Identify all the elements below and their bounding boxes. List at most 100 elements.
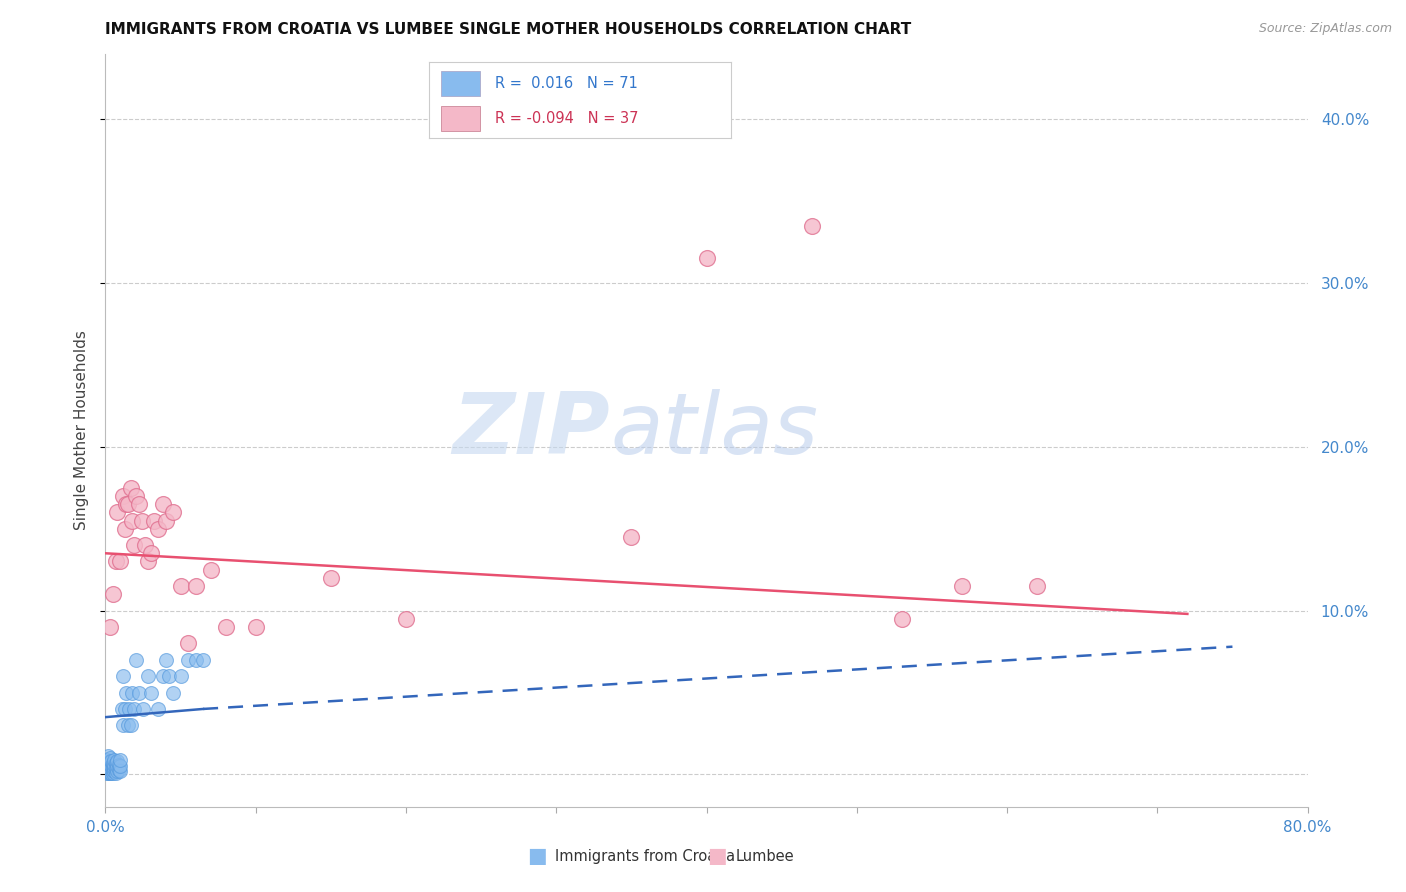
Point [157,669,180,683]
Point [110,554,132,568]
Point [97,759,120,773]
Point [800,219,823,233]
Point [191,653,214,667]
Point [120,718,142,732]
Point [101,759,124,773]
Point [245,620,267,634]
Text: Source: ZipAtlas.com: Source: ZipAtlas.com [1258,22,1392,36]
Text: R =  0.016   N = 71: R = 0.016 N = 71 [495,76,638,91]
Point [97,764,120,779]
Point [122,702,145,716]
Point [114,522,136,536]
Point [98,620,121,634]
FancyBboxPatch shape [441,105,481,130]
Point [112,489,135,503]
Point [107,764,129,779]
Point [96,764,118,779]
Point [890,612,912,626]
Point [100,755,122,769]
Point [96,759,118,773]
Point [121,685,143,699]
Text: Immigrants from Croatia: Immigrants from Croatia [555,849,735,863]
Point [98,757,121,772]
Point [169,669,191,683]
Point [97,749,120,764]
Point [131,514,153,528]
FancyBboxPatch shape [441,70,481,95]
Point [104,554,127,568]
Point [696,252,718,266]
Point [96,761,118,775]
Text: ■: ■ [707,847,727,866]
Point [620,530,643,544]
Point [103,757,125,772]
Text: R = -0.094   N = 37: R = -0.094 N = 37 [495,111,638,126]
Point [107,505,129,519]
Point [97,756,120,770]
Point [97,765,120,780]
Point [155,653,177,667]
Point [98,765,121,780]
Point [139,546,162,560]
Point [110,764,132,779]
Point [98,761,121,775]
Point [950,579,973,593]
Point [128,685,150,699]
Point [134,538,156,552]
Point [96,761,118,775]
Point [98,751,121,765]
Point [101,756,124,770]
Point [155,514,177,528]
Point [98,764,121,779]
Point [96,753,118,767]
Point [112,718,135,732]
Point [104,756,127,770]
Point [152,669,174,683]
Point [114,702,136,716]
Point [184,653,207,667]
Point [177,653,200,667]
Point [115,685,138,699]
Point [101,765,124,780]
Point [200,563,222,577]
Point [121,514,143,528]
Point [96,765,118,780]
Text: Lumbee: Lumbee [735,849,794,863]
Point [100,763,122,777]
Point [101,763,124,777]
Point [152,497,174,511]
Point [146,702,169,716]
Point [120,481,142,495]
Point [162,505,184,519]
Point [97,757,120,772]
Point [146,522,169,536]
Point [214,620,236,634]
Text: ZIP: ZIP [453,389,610,472]
Point [117,718,139,732]
Point [319,571,342,585]
Point [395,612,418,626]
Point [110,759,132,773]
Point [96,763,118,777]
Point [142,514,165,528]
Point [107,759,129,773]
Point [100,759,122,773]
Point [132,702,155,716]
Point [111,702,134,716]
Point [122,538,145,552]
Point [104,761,127,775]
Point [96,764,118,779]
Point [97,763,120,777]
Point [177,636,200,650]
Point [115,497,138,511]
Point [136,669,159,683]
Point [103,753,125,767]
Point [136,554,159,568]
Point [103,764,125,779]
Point [128,497,150,511]
Point [139,685,162,699]
Point [117,497,139,511]
Point [1026,579,1049,593]
Point [110,753,132,767]
Point [124,653,146,667]
